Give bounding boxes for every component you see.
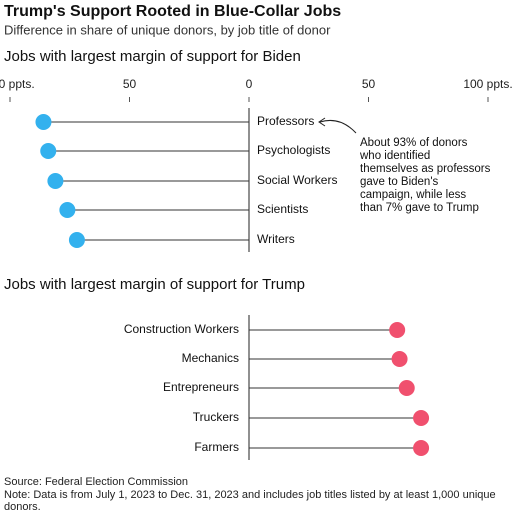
category-label: Psychologists <box>257 143 330 157</box>
note: Note: Data is from July 1, 2023 to Dec. … <box>4 489 496 501</box>
category-label: Farmers <box>194 440 239 454</box>
note: donors. <box>4 501 41 513</box>
category-label: Truckers <box>193 410 239 424</box>
subtitle: Difference in share of unique donors, by… <box>4 22 331 37</box>
lollipop-dot <box>413 440 430 456</box>
category-label: Social Workers <box>257 173 337 187</box>
annotation: About 93% of donors <box>360 137 468 149</box>
chart-heading: Jobs with largest margin of support for … <box>4 276 305 293</box>
category-label: Entrepreneurs <box>163 380 239 394</box>
category-label: Construction Workers <box>124 322 239 336</box>
chart-heading: Jobs with largest margin of support for … <box>4 48 301 65</box>
title: Trump's Support Rooted in Blue-Collar Jo… <box>4 3 341 20</box>
category-label: Scientists <box>257 202 308 216</box>
x-tick-label: 50 <box>362 77 376 91</box>
lollipop-dot <box>47 173 64 189</box>
lollipop-dot <box>398 380 415 396</box>
annotation-arrow <box>319 119 357 134</box>
x-tick-label: 100 ppts. <box>0 77 35 91</box>
annotation: campaign, while less <box>360 189 466 201</box>
source: Source: Federal Election Commission <box>4 476 188 488</box>
lollipop-dot <box>391 351 408 367</box>
category-label: Writers <box>257 232 295 246</box>
lollipop-dot <box>389 322 406 338</box>
x-tick-label: 50 <box>123 77 137 91</box>
lollipop-dot <box>40 143 57 159</box>
x-tick-label: 100 ppts. <box>463 77 512 91</box>
annotation: who identified <box>359 150 430 162</box>
arrow-head <box>318 117 326 127</box>
annotation: themselves as professors <box>360 163 491 175</box>
annotation: gave to Biden's <box>360 176 439 188</box>
category-label: Professors <box>257 114 314 128</box>
lollipop-dot <box>68 232 85 248</box>
x-tick-label: 0 <box>246 77 253 91</box>
lollipop-dot <box>413 410 430 426</box>
annotation: than 7% gave to Trump <box>360 202 479 214</box>
lollipop-dot <box>35 114 52 130</box>
category-label: Mechanics <box>182 351 239 365</box>
lollipop-dot <box>59 202 76 218</box>
